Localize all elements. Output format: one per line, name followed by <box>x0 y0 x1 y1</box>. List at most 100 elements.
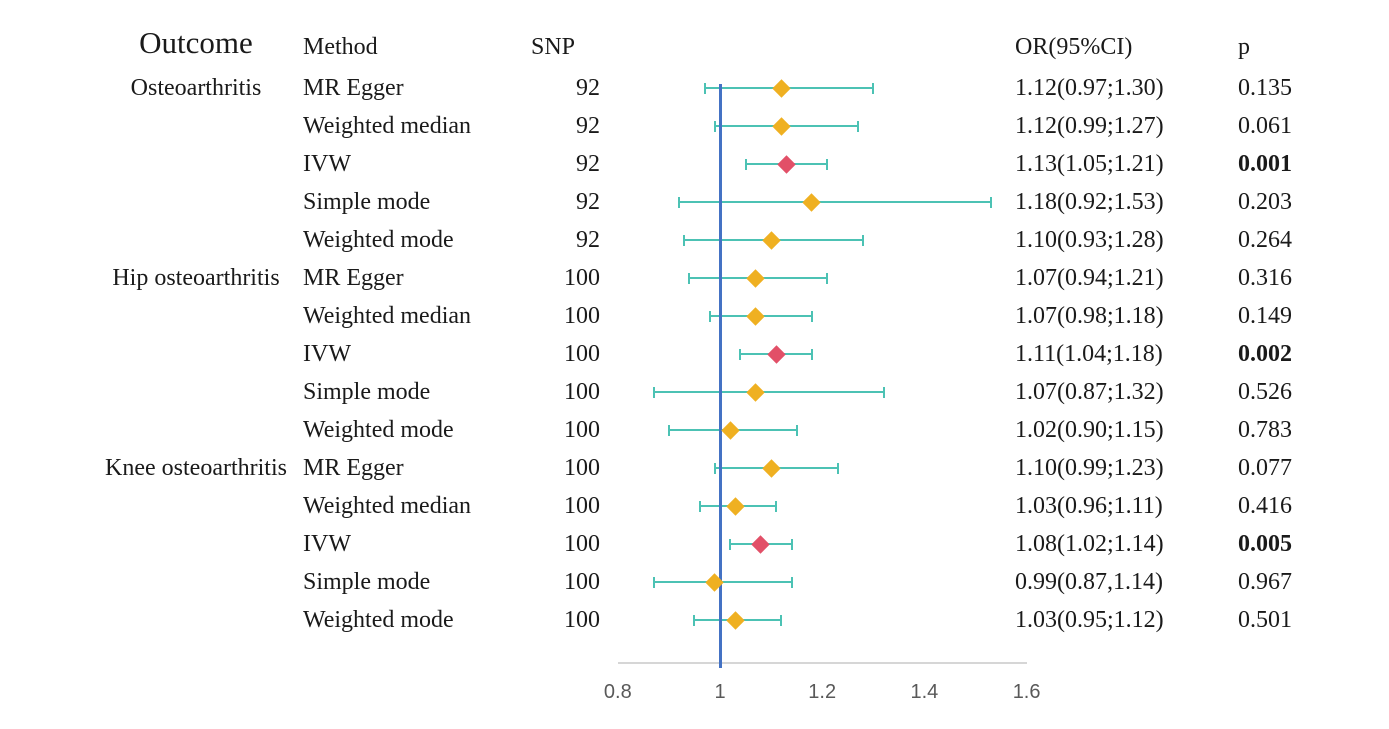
ci-cap-left <box>713 462 716 474</box>
or-ci-value: 1.12(0.99;1.27) <box>1015 113 1164 139</box>
method-label: Weighted mode <box>303 417 454 443</box>
snp-value: 92 <box>576 189 600 215</box>
snp-value: 100 <box>564 455 600 481</box>
outcome-label: Osteoarthritis <box>130 75 262 101</box>
or-ci-value: 1.02(0.90;1.15) <box>1015 417 1164 443</box>
ci-cap-right <box>882 386 885 398</box>
ci-cap-left <box>708 310 711 322</box>
or-point-marker <box>721 420 740 440</box>
reference-line <box>718 84 722 668</box>
or-point-marker <box>746 382 765 402</box>
or-ci-value: 1.03(0.95;1.12) <box>1015 607 1164 633</box>
ci-cap-left <box>688 272 691 284</box>
ci-cap-right <box>989 196 992 208</box>
method-label: MR Egger <box>303 265 404 291</box>
column-header-snp: SNP <box>531 34 576 60</box>
column-header-outcome: Outcome <box>139 25 253 60</box>
or-point-marker <box>761 458 781 478</box>
p-value: 0.967 <box>1238 569 1292 595</box>
ci-cap-right <box>826 272 829 284</box>
ci-cap-right <box>790 576 793 588</box>
outcome-label: Hip osteoarthritis <box>112 265 280 291</box>
or-point-marker-ivw <box>751 534 771 554</box>
snp-value: 100 <box>564 569 600 595</box>
snp-value: 100 <box>564 379 600 405</box>
ci-cap-right <box>775 500 778 512</box>
method-label: Weighted mode <box>303 227 454 253</box>
or-point-marker <box>746 268 765 288</box>
method-label: Simple mode <box>303 189 431 215</box>
ci-cap-left <box>744 158 747 170</box>
ci-cap-right <box>862 234 865 246</box>
p-value: 0.001 <box>1238 151 1292 177</box>
or-ci-value: 1.18(0.92;1.53) <box>1015 189 1164 215</box>
or-point-marker-ivw <box>767 344 786 364</box>
ci-cap-right <box>810 310 813 322</box>
snp-value: 100 <box>564 265 600 291</box>
p-value: 0.135 <box>1238 75 1292 101</box>
column-header-method: Method <box>303 34 378 60</box>
ci-cap-right <box>826 158 829 170</box>
p-value: 0.077 <box>1238 455 1292 481</box>
snp-value: 92 <box>576 151 600 177</box>
snp-value: 92 <box>576 75 600 101</box>
snp-value: 100 <box>564 607 600 633</box>
snp-value: 92 <box>576 113 600 139</box>
method-label: Weighted median <box>303 113 472 139</box>
or-ci-value: 1.07(0.87;1.32) <box>1015 379 1164 405</box>
ci-cap-left <box>703 82 706 94</box>
snp-value: 92 <box>576 227 600 253</box>
ci-cap-right <box>780 614 783 626</box>
method-label: MR Egger <box>303 455 404 481</box>
p-value: 0.316 <box>1238 265 1292 291</box>
ci-bar <box>679 201 991 203</box>
or-point-marker <box>761 230 781 250</box>
or-ci-value: 1.07(0.98;1.18) <box>1015 303 1164 329</box>
p-value: 0.264 <box>1238 227 1292 253</box>
or-point-marker <box>772 78 791 98</box>
or-ci-value: 1.08(1.02;1.14) <box>1015 531 1164 557</box>
or-ci-value: 1.13(1.05;1.21) <box>1015 151 1164 177</box>
p-value: 0.149 <box>1238 303 1292 329</box>
ci-cap-left <box>729 538 732 550</box>
or-ci-value: 1.03(0.96;1.11) <box>1015 493 1163 519</box>
outcome-label: Knee osteoarthritis <box>105 455 287 481</box>
ci-cap-right <box>872 82 875 94</box>
p-value: 0.783 <box>1238 417 1292 443</box>
or-point-marker <box>772 116 791 136</box>
method-label: Simple mode <box>303 379 431 405</box>
or-ci-value: 1.10(0.99;1.23) <box>1015 455 1164 481</box>
method-label: IVW <box>303 341 351 367</box>
x-tick-label: 0.8 <box>603 681 632 703</box>
or-ci-value: 1.07(0.94;1.21) <box>1015 265 1164 291</box>
ci-cap-left <box>678 196 681 208</box>
ci-cap-left <box>683 234 686 246</box>
x-axis-line <box>617 662 1027 664</box>
or-point-marker <box>726 496 745 516</box>
p-value: 0.005 <box>1238 531 1292 557</box>
ci-cap-left <box>713 120 716 132</box>
or-ci-value: 1.12(0.97;1.30) <box>1015 75 1164 101</box>
x-tick-label: 1.4 <box>910 681 939 703</box>
ci-cap-right <box>790 538 793 550</box>
or-ci-value: 1.10(0.93;1.28) <box>1015 227 1164 253</box>
column-header-p: p <box>1238 34 1250 60</box>
ci-cap-right <box>795 424 798 436</box>
x-tick-label: 1.2 <box>808 681 837 703</box>
or-ci-value: 1.11(1.04;1.18) <box>1015 341 1163 367</box>
snp-value: 100 <box>564 531 600 557</box>
method-label: IVW <box>303 151 351 177</box>
column-header-or-ci: OR(95%CI) <box>1015 34 1133 60</box>
p-value: 0.501 <box>1238 607 1292 633</box>
p-value: 0.203 <box>1238 189 1292 215</box>
method-label: Weighted median <box>303 493 472 519</box>
method-label: Simple mode <box>303 569 431 595</box>
snp-value: 100 <box>564 303 600 329</box>
snp-value: 100 <box>564 417 600 443</box>
snp-value: 100 <box>564 341 600 367</box>
or-point-marker <box>802 192 822 212</box>
p-value: 0.002 <box>1238 341 1292 367</box>
ci-cap-left <box>652 576 655 588</box>
x-tick-label: 1 <box>714 681 726 703</box>
